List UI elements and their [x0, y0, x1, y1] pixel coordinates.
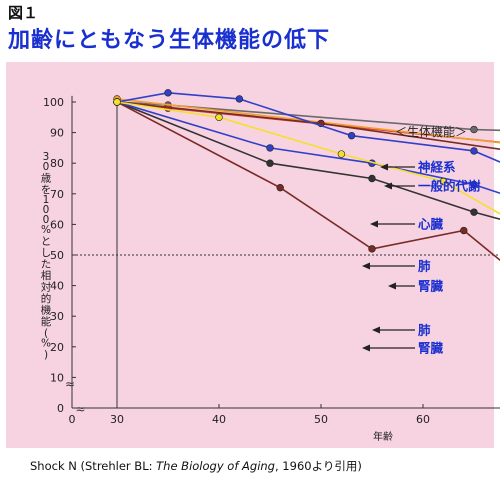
data-point-6	[470, 180, 478, 189]
legend-heading: ＜生体機能＞	[395, 124, 467, 139]
annotation-label: 神経系	[418, 160, 456, 175]
data-point-5	[368, 174, 376, 183]
y-tick-label: 40	[50, 280, 64, 293]
series-line-5	[116, 101, 500, 221]
y-tick-label: 100	[43, 96, 64, 109]
y-tick-label: 0	[57, 402, 64, 415]
data-point-7	[460, 226, 468, 235]
x-axis-title: 年齢	[373, 430, 393, 443]
y-tick-label: 50	[50, 249, 64, 262]
data-point-4	[347, 131, 356, 140]
series-line-7	[116, 101, 500, 262]
data-point-8	[439, 177, 448, 186]
y-axis-break: ≈	[65, 377, 75, 391]
data-point-4	[164, 89, 172, 97]
y-tick-label: 80	[50, 157, 64, 170]
citation: Shock N (Strehler BL: The Biology of Agi…	[30, 458, 362, 474]
series-line-8	[116, 101, 500, 215]
series-line-3	[116, 101, 500, 151]
data-point-0	[470, 125, 478, 134]
x-tick-label: 60	[416, 413, 430, 426]
annotation-label: 腎臓	[418, 279, 444, 294]
data-point-6	[266, 144, 274, 152]
series-line-2	[116, 98, 500, 144]
annotation-arrow-head	[372, 326, 380, 334]
x-tick-label: 0	[69, 413, 76, 426]
data-point-8	[113, 98, 121, 106]
x-axis-break: ≈	[75, 402, 85, 416]
annotation-arrow-head	[362, 262, 370, 270]
annotation-label: 心臓	[418, 217, 444, 232]
y-tick-label: 20	[50, 341, 64, 354]
citation-book: The Biology of Aging	[156, 459, 275, 473]
annotation-label: 肺	[418, 323, 431, 338]
y-axis-title: 3 0 歳を 1 0 0 %とした相対的機能(%)	[41, 151, 52, 361]
y-tick-label: 10	[50, 371, 64, 384]
figure-title: 加齢にともなう生体機能の低下	[8, 28, 331, 53]
data-point-7	[368, 245, 376, 253]
x-tick-label: 40	[212, 413, 226, 426]
y-tick-label: 60	[50, 218, 64, 231]
annotation-label: 一般的代謝	[418, 179, 481, 194]
figure-label: 図１	[8, 4, 39, 22]
data-point-4	[235, 95, 244, 103]
data-point-4	[470, 147, 478, 155]
annotation-label: 肺	[418, 259, 431, 274]
annotation-arrow-head	[380, 163, 388, 171]
data-point-8	[337, 150, 346, 158]
y-tick-label: 70	[50, 188, 64, 201]
series-line-6	[116, 101, 500, 195]
annotation-label: 腎臓	[418, 341, 444, 356]
annotation-arrow-head	[370, 220, 378, 228]
data-point-7	[276, 183, 284, 192]
citation-suffix: , 1960より引用)	[275, 459, 362, 473]
data-point-5	[266, 159, 274, 167]
x-tick-label: 50	[314, 413, 328, 426]
series-line-4	[116, 92, 500, 163]
x-tick-label: 30	[110, 413, 124, 426]
annotation-arrow-head	[362, 344, 370, 352]
data-point-8	[215, 113, 223, 122]
annotation-arrow-head	[388, 282, 396, 290]
annotation-arrow-head	[384, 182, 392, 190]
y-tick-label: 90	[50, 127, 64, 140]
citation-prefix: Shock N (Strehler BL:	[30, 459, 157, 473]
data-point-5	[470, 208, 478, 216]
y-tick-label: 30	[50, 310, 64, 323]
